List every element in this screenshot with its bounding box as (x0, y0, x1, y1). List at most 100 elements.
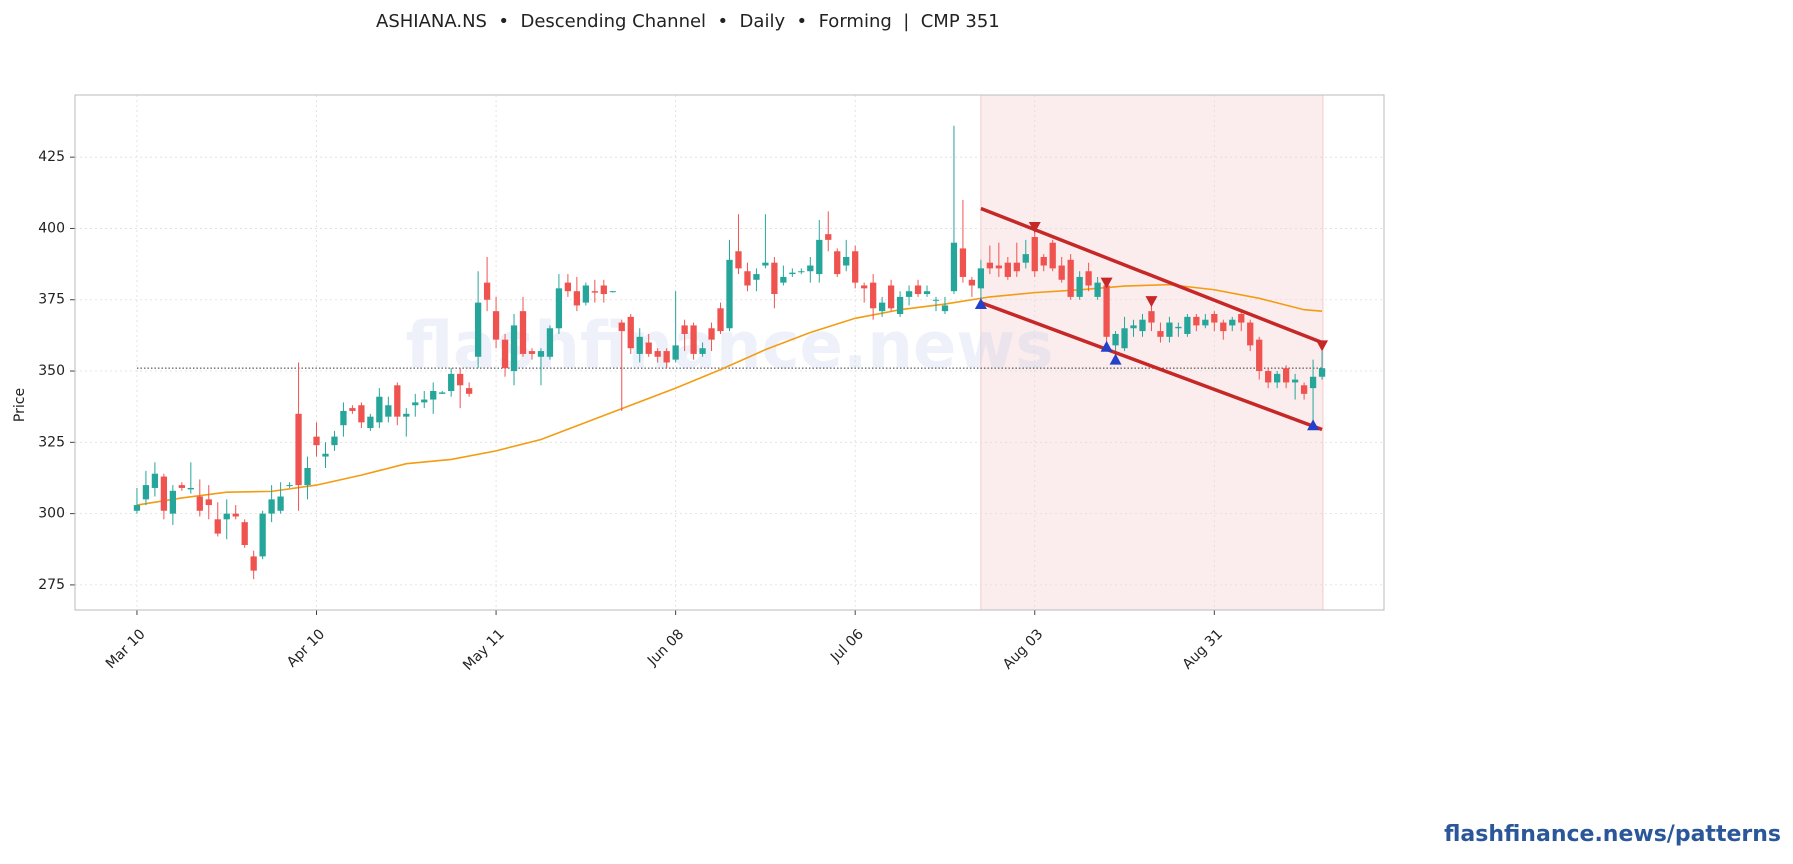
candle-body (1004, 262, 1011, 277)
candle-body (905, 291, 913, 297)
y-tick-label: 325 (38, 434, 65, 450)
candle-body (313, 436, 320, 446)
footer: flashfinance.news/patterns (1444, 822, 1781, 847)
candle-body (654, 351, 661, 357)
candle-body (591, 291, 598, 293)
candle-body (169, 490, 177, 514)
candle-body (726, 259, 733, 329)
candle-body (286, 485, 293, 487)
candle-body (1067, 259, 1074, 297)
candle-body (1291, 379, 1299, 383)
pivot-marker (1109, 353, 1122, 365)
candle-body (708, 328, 715, 340)
candle-body (133, 505, 141, 511)
candle-body (501, 339, 509, 369)
pattern-window (980, 94, 1324, 611)
candle-body (690, 325, 697, 354)
candle-body (1103, 285, 1110, 337)
y-tick-label: 400 (38, 220, 65, 236)
y-tick-label: 425 (38, 149, 65, 165)
pivot-marker (1100, 340, 1113, 352)
candle-body (878, 302, 886, 312)
candle-body (941, 305, 949, 312)
channel-line (980, 206, 1323, 345)
candle-body (1085, 271, 1092, 286)
candle-body (618, 322, 625, 332)
candle-body (1211, 314, 1218, 323)
candle-body (780, 276, 787, 283)
candle-body (1022, 254, 1029, 263)
candle-body (582, 285, 589, 303)
candle-body (995, 265, 1002, 269)
candle-body (1318, 368, 1326, 377)
candle-body (923, 291, 931, 295)
candle-body (807, 265, 814, 272)
candle-body (717, 308, 724, 332)
candle-body (519, 311, 527, 354)
candle-body (1229, 319, 1236, 326)
candle-body (555, 288, 563, 329)
candle-body (160, 476, 168, 511)
candle-body (1300, 385, 1308, 394)
candle-body (744, 271, 751, 286)
candle-body (789, 272, 796, 275)
pivot-marker (1316, 340, 1329, 352)
candle-body (672, 345, 679, 360)
y-tick-label: 350 (38, 363, 65, 379)
candle-body (322, 453, 329, 457)
candle-body (914, 285, 922, 295)
candle-body (546, 328, 554, 357)
candle-body (1238, 314, 1245, 323)
candle-body (1184, 316, 1191, 334)
candle-body (1130, 325, 1137, 329)
candle-body (870, 282, 877, 309)
candle-body (645, 342, 652, 354)
candle-body (986, 262, 994, 269)
candle-body (627, 316, 634, 349)
candle-body (825, 234, 832, 240)
candle-body (1256, 339, 1263, 372)
candle-body (259, 513, 266, 557)
candle-body (1274, 373, 1281, 383)
candle-body (1139, 319, 1146, 332)
pivot-marker (1028, 222, 1041, 234)
candle-body (1175, 326, 1182, 329)
candle-body (187, 487, 194, 490)
candle-body (151, 473, 159, 488)
candle-body (483, 282, 491, 300)
candle-body (1220, 322, 1227, 332)
candle-body (977, 268, 985, 289)
candle-body (950, 242, 958, 292)
candle-body (537, 351, 545, 357)
candle-body (223, 513, 230, 520)
candle-body (1112, 333, 1119, 346)
candle-body (1265, 371, 1272, 383)
candle-body (1076, 276, 1083, 297)
candle-body (609, 291, 616, 293)
candle-body (753, 274, 760, 280)
pivot-marker (974, 298, 987, 310)
candle-body (430, 390, 437, 400)
candle-body (1166, 322, 1173, 337)
candle-body (457, 373, 464, 386)
candle-body (887, 285, 895, 309)
candle-body (403, 413, 410, 417)
candle-body (1309, 376, 1317, 389)
candle-body (385, 405, 392, 417)
candle-body (1040, 256, 1047, 266)
candle-body (834, 251, 841, 275)
candle-body (178, 485, 185, 488)
pivot-marker (1307, 419, 1320, 431)
moving-average (136, 283, 1323, 506)
candle-body (699, 348, 706, 354)
candle-body (376, 396, 383, 423)
candle-body (1094, 282, 1101, 297)
candle-body (1282, 368, 1290, 383)
candle-body (861, 285, 868, 289)
candle-body (528, 351, 536, 354)
candle-body (268, 499, 275, 514)
candle-body (474, 302, 482, 357)
y-tick-label: 375 (38, 292, 65, 308)
